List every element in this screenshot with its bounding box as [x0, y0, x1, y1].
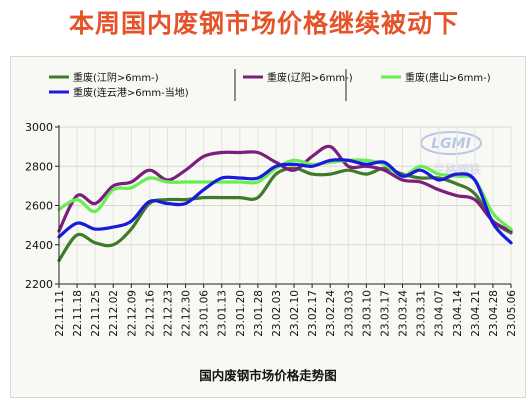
x-tick-label: 22.12.02	[108, 290, 120, 337]
x-tick-label: 22.12.09	[126, 290, 138, 337]
x-tick-label: 23.02.03	[271, 290, 283, 337]
y-tick-label: 2200	[25, 278, 53, 291]
x-tick-label: 23.03.10	[361, 290, 373, 337]
x-tick-label: 22.12.23	[162, 290, 174, 337]
series-line-3	[57, 158, 513, 245]
chart-caption: 国内废钢市场价格走势图	[199, 368, 337, 383]
series-layer	[57, 144, 513, 262]
x-tick-label: 23.01.13	[217, 290, 229, 337]
legend-label-3: 重废(连云港>6mm-当地)	[73, 86, 189, 99]
x-tick-label: 23.02.24	[325, 290, 337, 337]
x-tick-label: 23.04.07	[434, 290, 446, 337]
legend-label-0: 重废(江阴>6mm-)	[73, 71, 159, 84]
x-tick-label: 22.12.16	[144, 290, 156, 337]
watermark-logo: LGMI	[431, 136, 471, 152]
y-tick-label: 3000	[25, 121, 53, 134]
x-tick-label: 23.05.06	[506, 290, 518, 337]
y-tick-label: 2400	[25, 239, 53, 252]
x-tick-label: 23.03.17	[379, 290, 391, 337]
legend: 重废(江阴>6mm-) 重废(辽阳>6mm-) 重废(唐山>6mm-) 重废(连云港>…	[49, 69, 491, 101]
legend-label-2: 重废(唐山>6mm-)	[405, 71, 491, 84]
page-headline: 本周国内废钢市场价格继续被动下	[68, 9, 459, 38]
x-tick-label: 23.02.17	[307, 290, 319, 337]
x-tick-label: 22.11.11	[54, 290, 66, 337]
y-tick-label: 2800	[25, 160, 53, 173]
x-tick-label: 22.12.30	[181, 290, 193, 337]
x-tick-label: 23.04.14	[452, 290, 464, 337]
x-tick-label: 22.11.25	[90, 290, 102, 337]
x-tick-label: 23.03.31	[416, 290, 428, 337]
x-tick-label: 23.03.03	[343, 290, 355, 337]
y-tick-label: 2600	[25, 200, 53, 213]
x-tick-label: 23.02.10	[289, 290, 301, 337]
x-tick-label: 23.04.21	[470, 290, 482, 337]
x-tick-label: 22.11.18	[72, 290, 84, 337]
x-tick-label: 23.01.06	[199, 290, 211, 337]
axis-layer: 2200 2400 2600 2800 3000 22.11.11 22.11.18 22.1…	[25, 121, 518, 337]
x-tick-label: 23.03.24	[398, 290, 410, 337]
x-tick-label: 23.01.28	[253, 290, 265, 337]
x-tick-label: 23.04.28	[488, 290, 500, 337]
x-tick-label: 23.01.20	[235, 290, 247, 337]
legend-label-1: 重废(辽阳>6mm-)	[267, 71, 353, 84]
series-line-1	[57, 144, 513, 233]
chart-panel: LGMI 兰格钢铁 2200 2400 2600 2800 3000 22.11.11 22.…	[10, 56, 526, 398]
